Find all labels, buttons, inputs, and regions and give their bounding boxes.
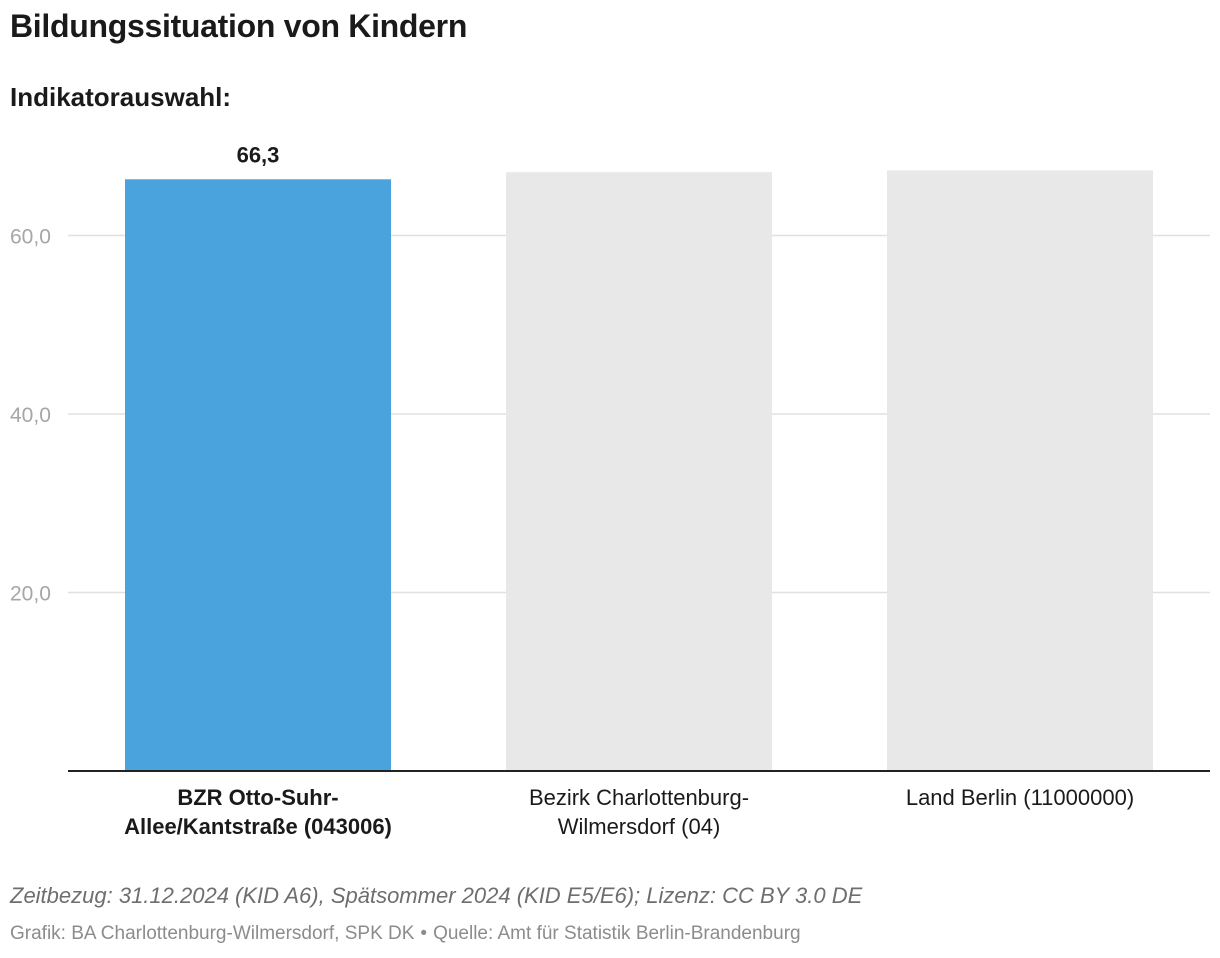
source-text: Quelle: Amt für Statistik Berlin-Branden… [433,923,801,944]
credit-text: Grafik: BA Charlottenburg-Wilmersdorf, S… [10,923,415,944]
y-tick-label: 20,0 [10,583,51,606]
credit-separator: • [420,923,428,944]
bars [125,170,1153,771]
labels: 20,0 40,0 60,0 66,3 [10,142,1210,772]
footer-credit: Grafik: BA Charlottenburg-Wilmersdorf, S… [10,923,801,945]
bar-1 [125,179,391,771]
indicator-selection-label: Indikatorauswahl: [10,82,232,112]
y-tick-label: 60,0 [10,226,51,249]
category-label-line: Land Berlin (11000000) [905,785,1135,810]
category-label-line: Wilmersdorf (04) [557,814,721,839]
category-label-line: BZR Otto-Suhr- [177,785,339,810]
category-label-line: Bezirk Charlottenburg- [528,785,750,810]
bar-3 [887,170,1153,771]
bar-2 [506,172,772,771]
value-label: 66,3 [237,142,280,167]
category-label: Bezirk Charlottenburg- Wilmersdorf (04) [489,783,789,841]
y-tick-label: 40,0 [10,404,51,427]
category-label: Land Berlin (11000000) [870,783,1170,812]
chart-title: Bildungssituation von Kindern [10,8,468,44]
category-label-line: Allee/Kantstraße (043006) [124,814,392,839]
footer-note: Zeitbezug: 31.12.2024 (KID A6), Spätsomm… [10,883,863,908]
bar-chart: 20,0 40,0 60,0 66,3 [10,142,1210,772]
category-label: BZR Otto-Suhr- Allee/Kantstraße (043006) [108,783,408,841]
